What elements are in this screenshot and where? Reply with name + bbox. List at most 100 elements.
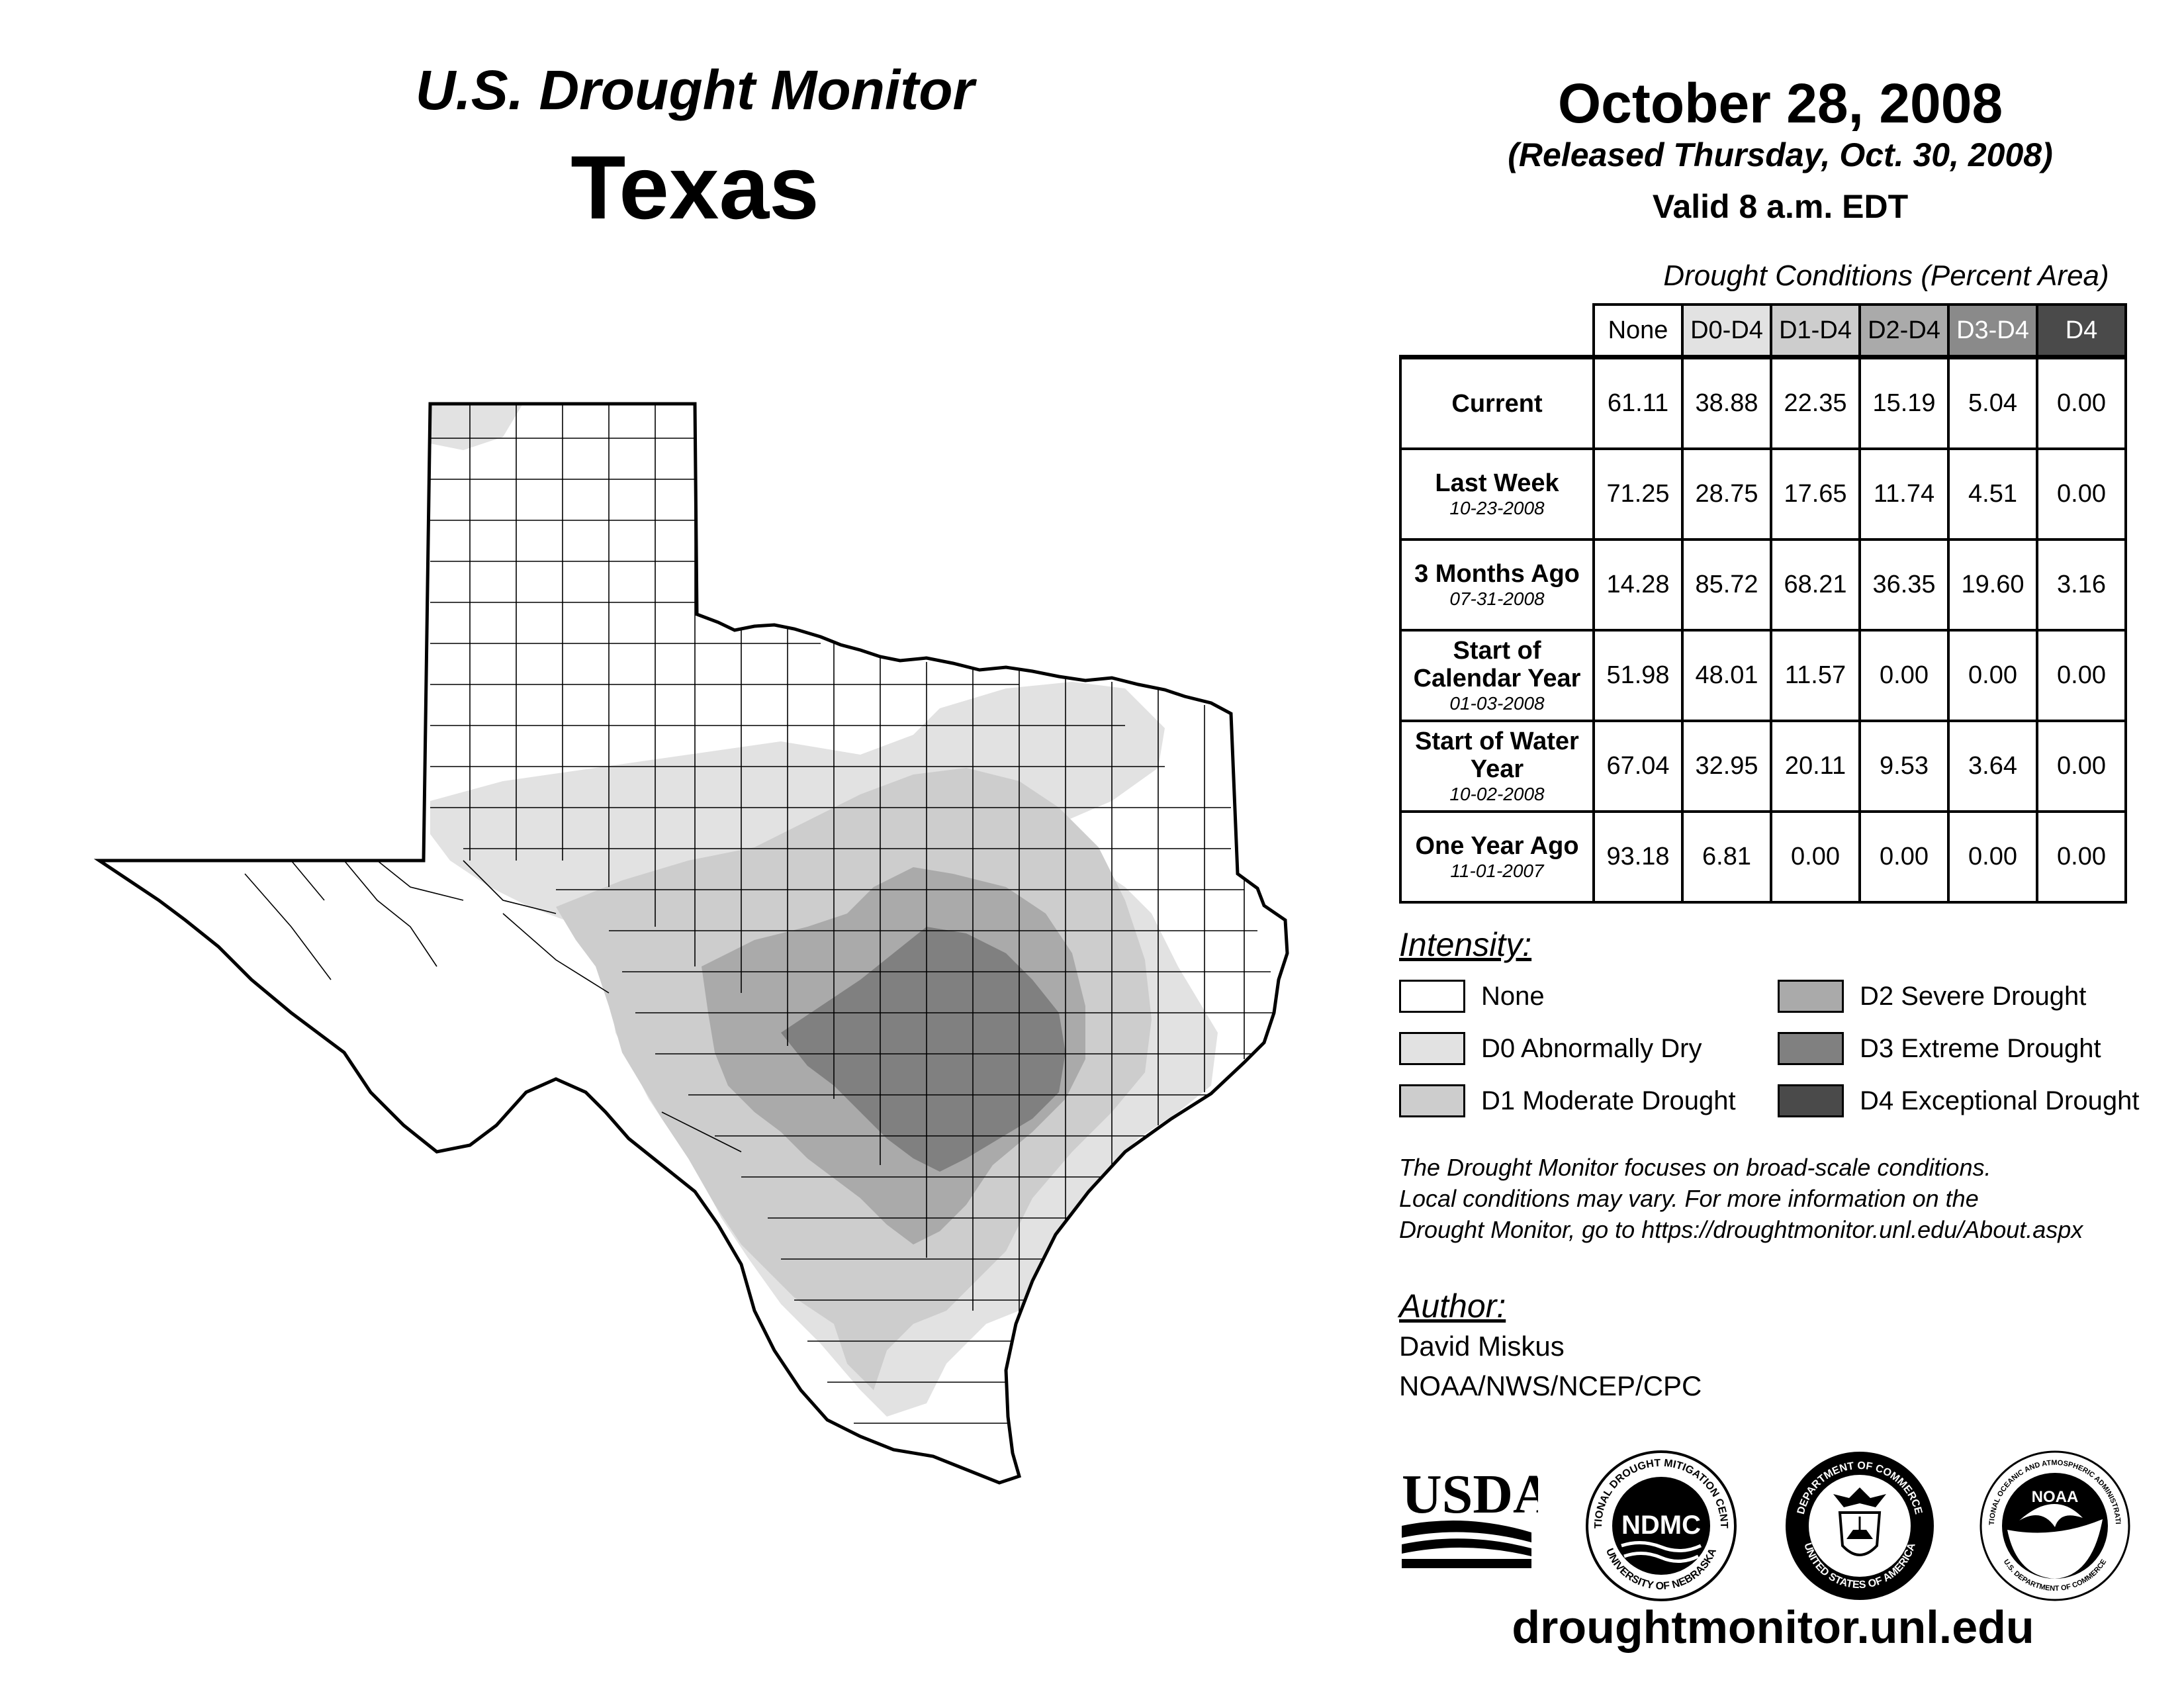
header-d3-d4: D3-D4	[1947, 303, 2038, 359]
table-cell: 32.95	[1681, 720, 1772, 813]
table-cell: 5.04	[1947, 355, 2038, 450]
table-row: Current 61.11 38.88 22.35 15.19 5.04 0.0…	[1399, 355, 2127, 450]
table-row: One Year Ago 11-01-2007 93.18 6.81 0.00 0…	[1399, 810, 2127, 904]
table-cell: 36.35	[1858, 538, 1950, 632]
author-name: David Miskus	[1399, 1331, 1565, 1362]
row-label: 3 Months Ago 07-31-2008	[1399, 538, 1595, 632]
legend-swatch	[1399, 980, 1465, 1013]
table-row: Start of Calendar Year 01-03-2008 51.98 4…	[1399, 629, 2127, 722]
row-date: 10-02-2008	[1449, 783, 1545, 804]
legend-item-d2: D2 Severe Drought	[1778, 978, 2086, 1014]
table-cell: 11.57	[1770, 629, 1861, 722]
legend-label: D2 Severe Drought	[1860, 981, 2087, 1011]
department-of-commerce-seal: DEPARTMENT OF COMMERCE UNITED STATES OF …	[1786, 1452, 1934, 1600]
legend-label: D0 Abnormally Dry	[1481, 1033, 1702, 1063]
disclaimer-note: The Drought Monitor focuses on broad-sca…	[1399, 1152, 2173, 1245]
drought-conditions-table: None D0-D4 D1-D4 D2-D4 D3-D4 D4 Current …	[1399, 303, 2127, 904]
texas-drought-map	[93, 397, 1310, 1549]
intensity-title: Intensity:	[1399, 926, 1532, 963]
table-cell: 0.00	[2036, 355, 2127, 450]
eagle-icon	[1833, 1487, 1886, 1507]
table-cell: 68.21	[1770, 538, 1861, 632]
table-cell: 0.00	[2036, 720, 2127, 813]
row-date: 11-01-2007	[1450, 860, 1544, 881]
d3-area	[781, 927, 1066, 1172]
table-cell: 3.16	[2036, 538, 2127, 632]
table-cell: 19.60	[1947, 538, 2038, 632]
legend-swatch	[1778, 980, 1844, 1013]
ndmc-logo: NATIONAL DROUGHT MITIGATION CENTER UNIVE…	[1582, 1446, 1737, 1601]
table-cell: 85.72	[1681, 538, 1772, 632]
table-cell: 0.00	[1858, 810, 1950, 904]
table-cell: 67.04	[1592, 720, 1684, 813]
usda-logo: USDA	[1402, 1464, 1538, 1568]
table-cell: 0.00	[1770, 810, 1861, 904]
header-d2-d4: D2-D4	[1858, 303, 1950, 359]
conditions-title: Drought Conditions (Percent Area)	[1663, 259, 2109, 292]
legend-swatch	[1399, 1084, 1465, 1117]
table-cell: 9.53	[1858, 720, 1950, 813]
table-row: Last Week 10-23-2008 71.25 28.75 17.65 11…	[1399, 447, 2127, 541]
table-cell: 6.81	[1681, 810, 1772, 904]
header-none: None	[1592, 303, 1684, 359]
table-cell: 0.00	[1947, 629, 2038, 722]
author-title: Author:	[1399, 1288, 1506, 1325]
legend-label: None	[1481, 981, 1545, 1011]
row-label: Start of Calendar Year 01-03-2008	[1399, 629, 1595, 722]
legend-swatch	[1399, 1032, 1465, 1065]
table-cell: 14.28	[1592, 538, 1684, 632]
table-cell: 11.74	[1858, 447, 1950, 541]
valid-time: Valid 8 a.m. EDT	[1652, 188, 1909, 225]
header-d1-d4: D1-D4	[1770, 303, 1861, 359]
table-cell: 48.01	[1681, 629, 1772, 722]
state-title: Texas	[570, 137, 819, 238]
table-cell: 28.75	[1681, 447, 1772, 541]
legend-swatch	[1778, 1032, 1844, 1065]
table-cell: 51.98	[1592, 629, 1684, 722]
release-date: (Released Thursday, Oct. 30, 2008)	[1508, 136, 2053, 173]
row-label: Last Week 10-23-2008	[1399, 447, 1595, 541]
table-corner	[1400, 305, 1594, 359]
noaa-logo-text: NOAA	[2032, 1488, 2079, 1506]
table-cell: 0.00	[1858, 629, 1950, 722]
legend-label: D1 Moderate Drought	[1481, 1086, 1736, 1115]
footer-url[interactable]: droughtmonitor.unl.edu	[1512, 1601, 2034, 1653]
note-line: Local conditions may vary. For more info…	[1399, 1185, 1979, 1212]
table-cell: 61.11	[1592, 355, 1684, 450]
legend-item-d0: D0 Abnormally Dry	[1399, 1031, 1702, 1066]
table-cell: 4.51	[1947, 447, 2038, 541]
table-cell: 0.00	[2036, 810, 2127, 904]
table-cell: 0.00	[2036, 629, 2127, 722]
table-cell: 15.19	[1858, 355, 1950, 450]
legend-item-d4: D4 Exceptional Drought	[1778, 1083, 2139, 1119]
legend-item-d3: D3 Extreme Drought	[1778, 1031, 2101, 1066]
noaa-bird-icon	[2019, 1503, 2083, 1527]
legend-item-d1: D1 Moderate Drought	[1399, 1083, 1736, 1119]
legend-label: D4 Exceptional Drought	[1860, 1086, 2140, 1115]
table-cell: 0.00	[1947, 810, 2038, 904]
usda-logo-text: USDA	[1402, 1464, 1538, 1525]
author-org: NOAA/NWS/NCEP/CPC	[1399, 1370, 1702, 1401]
county-lines	[244, 404, 1277, 1424]
legend-label: D3 Extreme Drought	[1860, 1033, 2101, 1063]
ndmc-logo-text: NDMC	[1621, 1511, 1701, 1540]
drought-shading	[430, 404, 1218, 1417]
table-cell: 93.18	[1592, 810, 1684, 904]
noaa-logo: NATIONAL OCEANIC AND ATMOSPHERIC ADMINIS…	[1976, 1446, 2130, 1601]
note-line: Drought Monitor, go to https://droughtmo…	[1399, 1216, 2083, 1243]
table-header-row: None D0-D4 D1-D4 D2-D4 D3-D4 D4	[1400, 303, 2127, 359]
table-cell: 38.88	[1681, 355, 1772, 450]
table-row: Start of Water Year 10-02-2008 67.04 32.9…	[1399, 720, 2127, 813]
row-label: Current	[1399, 355, 1595, 450]
table-cell: 22.35	[1770, 355, 1861, 450]
monitor-title: U.S. Drought Monitor	[415, 59, 975, 121]
table-row: 3 Months Ago 07-31-2008 14.28 85.72 68.21…	[1399, 538, 2127, 632]
header-d0-d4: D0-D4	[1681, 303, 1772, 359]
legend-swatch	[1778, 1084, 1844, 1117]
note-line: The Drought Monitor focuses on broad-sca…	[1399, 1154, 1991, 1181]
table-cell: 71.25	[1592, 447, 1684, 541]
row-date: 10-23-2008	[1449, 497, 1545, 518]
map-date: October 28, 2008	[1557, 72, 2003, 134]
table-cell: 17.65	[1770, 447, 1861, 541]
legend-item-none: None	[1399, 978, 1545, 1014]
